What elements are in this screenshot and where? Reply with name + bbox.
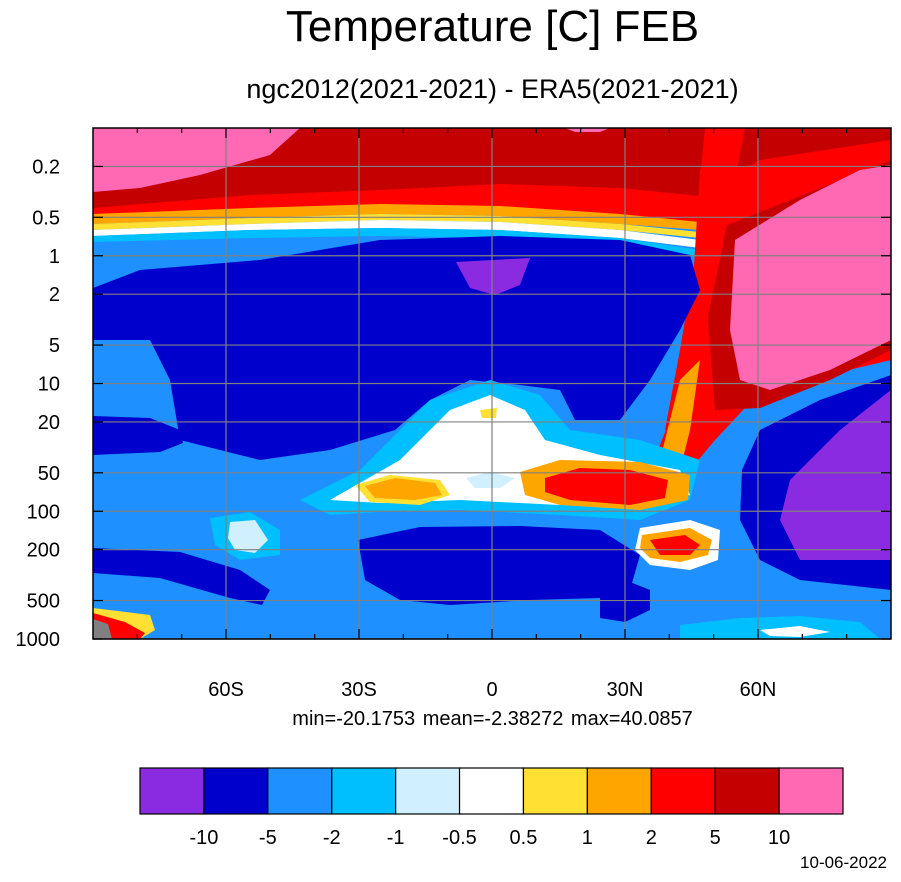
field-stratosphere-white — [93, 220, 700, 248]
chart-subtitle: ngc2012(2021-2021) - ERA5(2021-2021) — [246, 74, 739, 104]
colorbar-label: 5 — [710, 827, 721, 849]
colorbar-swatch — [586, 767, 652, 815]
colorbar-label: -10 — [189, 827, 218, 849]
field-north-pink — [730, 165, 891, 390]
colorbar-label: -0.5 — [442, 827, 476, 849]
field-eq-yellow-1 — [480, 408, 497, 418]
colorbar-label: -5 — [259, 827, 277, 849]
field-strat-darkblue — [93, 236, 700, 460]
field-surface-sw-gray — [93, 619, 112, 639]
colorbar-label: 10 — [768, 827, 790, 849]
y-tick-label: 1 — [49, 246, 60, 268]
field-surface-white — [760, 626, 830, 637]
y-tick-label: 1000 — [16, 629, 61, 651]
colorbar-label: -1 — [387, 827, 405, 849]
field-top-center-pink — [565, 128, 610, 132]
colorbar-swatch — [267, 767, 333, 815]
colorbar-swatch — [650, 767, 716, 815]
field-stratosphere-lightblue — [93, 228, 700, 258]
x-tick-label: 60S — [208, 679, 244, 701]
field-south-paleblue-inner — [228, 520, 268, 553]
field-stratosphere-orange — [93, 204, 700, 230]
colorbar-swatch — [331, 767, 397, 815]
field-stratosphere-yellow — [93, 214, 700, 238]
field-south-darkblue-1 — [93, 416, 183, 455]
y-tick-label: 50 — [38, 463, 60, 485]
chart-title: Temperature [C] FEB — [285, 2, 700, 51]
x-ticks: 60S 30S 0 30N 60N — [136, 128, 848, 701]
colorbar-label: 1 — [582, 827, 593, 849]
colorbar-swatch — [395, 767, 461, 815]
y-tick-label: 2 — [49, 284, 60, 306]
field-eq-orange-1 — [365, 478, 442, 500]
colorbar-label: -2 — [323, 827, 341, 849]
x-tick-label: 30N — [607, 679, 644, 701]
y-ticks: 0.2 0.5 1 2 5 10 20 50 100 200 500 1000 — [16, 156, 891, 651]
date-label: 10-06-2022 — [800, 853, 887, 872]
field-top-left-pink — [93, 128, 300, 192]
y-tick-label: 500 — [27, 591, 60, 613]
x-tick-label: 60N — [740, 679, 777, 701]
y-tick-label: 0.5 — [32, 207, 60, 229]
colorbar-swatch — [778, 767, 844, 815]
field-north-column-orange — [660, 360, 700, 470]
colorbar: -10 -5 -2 -1 -0.5 0.5 1 2 5 10 — [139, 767, 844, 849]
colorbar-label: 0.5 — [510, 827, 538, 849]
colorbar-label: 2 — [646, 827, 657, 849]
x-tick-label: 30S — [341, 679, 377, 701]
field-surface-lightblue — [680, 616, 880, 639]
y-tick-label: 20 — [38, 412, 60, 434]
stats-line: min=-20.1753 mean=-2.38272 max=40.0857 — [292, 708, 693, 730]
field-trop-darkblue — [358, 526, 640, 605]
y-tick-label: 100 — [27, 501, 60, 523]
grid-lines — [93, 128, 891, 640]
y-tick-label: 5 — [49, 335, 60, 357]
field-north-polar-purple — [780, 390, 891, 560]
y-tick-label: 10 — [38, 374, 60, 396]
y-tick-label: 0.2 — [32, 156, 60, 178]
field-strat-purple — [456, 258, 530, 295]
colorbar-swatch — [714, 767, 780, 815]
y-tick-label: 200 — [27, 540, 60, 562]
colorbar-swatch — [458, 767, 525, 815]
x-tick-label: 0 — [486, 679, 497, 701]
field-eq-red — [545, 468, 668, 505]
field-north-column-red — [665, 128, 745, 430]
colorbar-swatch — [139, 767, 205, 815]
colorbar-swatch — [522, 767, 588, 815]
field-eq-paleblue — [466, 472, 515, 488]
colorbar-swatch — [203, 767, 269, 815]
